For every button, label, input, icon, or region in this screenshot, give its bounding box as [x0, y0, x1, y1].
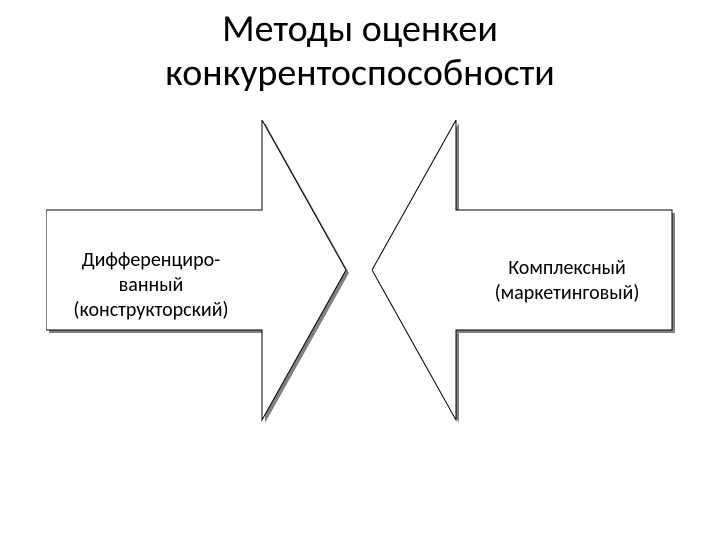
page-title: Методы оценкеи конкурентоспособности: [0, 8, 720, 95]
title-line-1: Методы оценкеи: [222, 6, 498, 52]
arrow-right-shape: [372, 120, 677, 425]
arrow-right: [372, 120, 677, 425]
title-line-2: конкурентоспособности: [165, 50, 555, 96]
slide: Методы оценкеи конкурентоспособности Диф…: [0, 0, 720, 540]
arrow-left-shape: [46, 120, 351, 425]
arrow-left: [46, 120, 351, 425]
